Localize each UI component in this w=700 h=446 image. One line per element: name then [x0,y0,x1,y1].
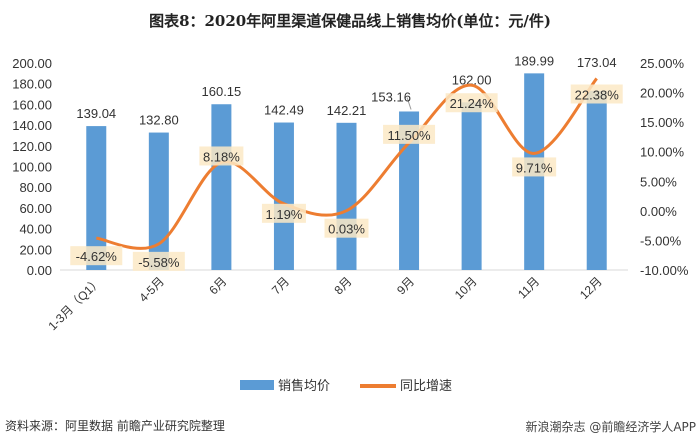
line-label-bg [132,251,185,271]
line-value-label: 21.24% [450,96,495,111]
category-label: 1-3月（Q1） [45,274,104,333]
left-tick-label: 20.00 [19,242,52,257]
bar [86,126,107,270]
left-tick-label: 40.00 [19,222,52,237]
left-tick-label: 200.00 [12,56,52,71]
line-value-label: 0.03% [328,222,365,237]
left-tick-label: 60.00 [19,201,52,216]
left-tick-label: 100.00 [12,160,52,175]
right-tick-label: 0.00% [640,204,677,219]
right-tick-label: 25.00% [640,56,685,71]
bar [586,90,607,271]
watermark: 新浪潮杂志 @前瞻经济学人APP [525,420,697,434]
line-label-bg [324,218,369,238]
right-tick-label: -5.00% [640,233,682,248]
right-tick-label: 20.00% [640,86,685,101]
source-note: 资料来源：阿里数据 前瞻产业研究院整理 [5,419,225,433]
bar-value-label: 162.00 [452,72,492,87]
bar [148,132,169,270]
bar-value-label: 153.16 [371,89,411,104]
bar [461,102,482,270]
line-label-bg [445,93,498,113]
bar-value-label: 160.15 [202,84,242,99]
line-value-label: -5.58% [138,255,180,270]
bar-value-label: 142.21 [327,103,367,118]
left-tick-label: 140.00 [12,118,52,133]
left-tick-label: 120.00 [12,139,52,154]
legend-line-label: 同比增速 [400,378,452,393]
line-value-label: 22.38% [575,87,620,102]
legend-bar-swatch [240,380,274,390]
bar [336,122,357,270]
line-value-label: -4.62% [76,249,118,264]
left-tick-label: 180.00 [12,77,52,92]
left-tick-label: 0.00 [27,263,52,278]
category-label: 7月 [269,274,292,297]
left-tick-label: 160.00 [12,97,52,112]
right-tick-label: 10.00% [640,145,685,160]
legend-bar-label: 销售均价 [278,378,330,393]
line-label-bg [199,146,244,166]
category-label: 11月 [515,274,542,301]
line-value-label: 9.71% [516,160,553,175]
bar-value-label: 189.99 [514,53,554,68]
line-value-label: 1.19% [266,207,303,222]
bar [211,104,232,270]
bar-value-label: 139.04 [76,106,116,121]
bar-value-label: 173.04 [577,55,617,70]
right-tick-label: 15.00% [640,115,685,130]
line-label-bg [383,124,436,144]
category-label: 6月 [206,274,229,297]
chart-title: 图表8：2020年阿里渠道保健品线上销售均价(单位：元/件) [149,12,551,30]
line-label-bg [70,246,123,266]
bar [399,111,420,270]
right-tick-label: -10.00% [640,263,689,278]
left-tick-label: 80.00 [19,180,52,195]
right-tick-label: 5.00% [640,174,677,189]
growth-line [96,77,598,250]
category-label: 4-5月 [136,274,167,305]
line-label-bg [261,203,306,223]
category-label: 12月 [577,274,605,302]
category-label: 8月 [332,274,355,297]
category-label: 9月 [394,274,417,297]
category-label: 10月 [452,274,480,302]
line-label-bg [570,84,623,104]
line-value-label: 8.18% [203,149,240,164]
bar-value-label: 132.80 [139,113,179,128]
leader-line [406,97,412,110]
line-value-label: 11.50% [387,128,431,143]
line-label-bg [512,157,557,177]
bar [273,122,294,270]
bar-value-label: 142.49 [264,103,304,118]
